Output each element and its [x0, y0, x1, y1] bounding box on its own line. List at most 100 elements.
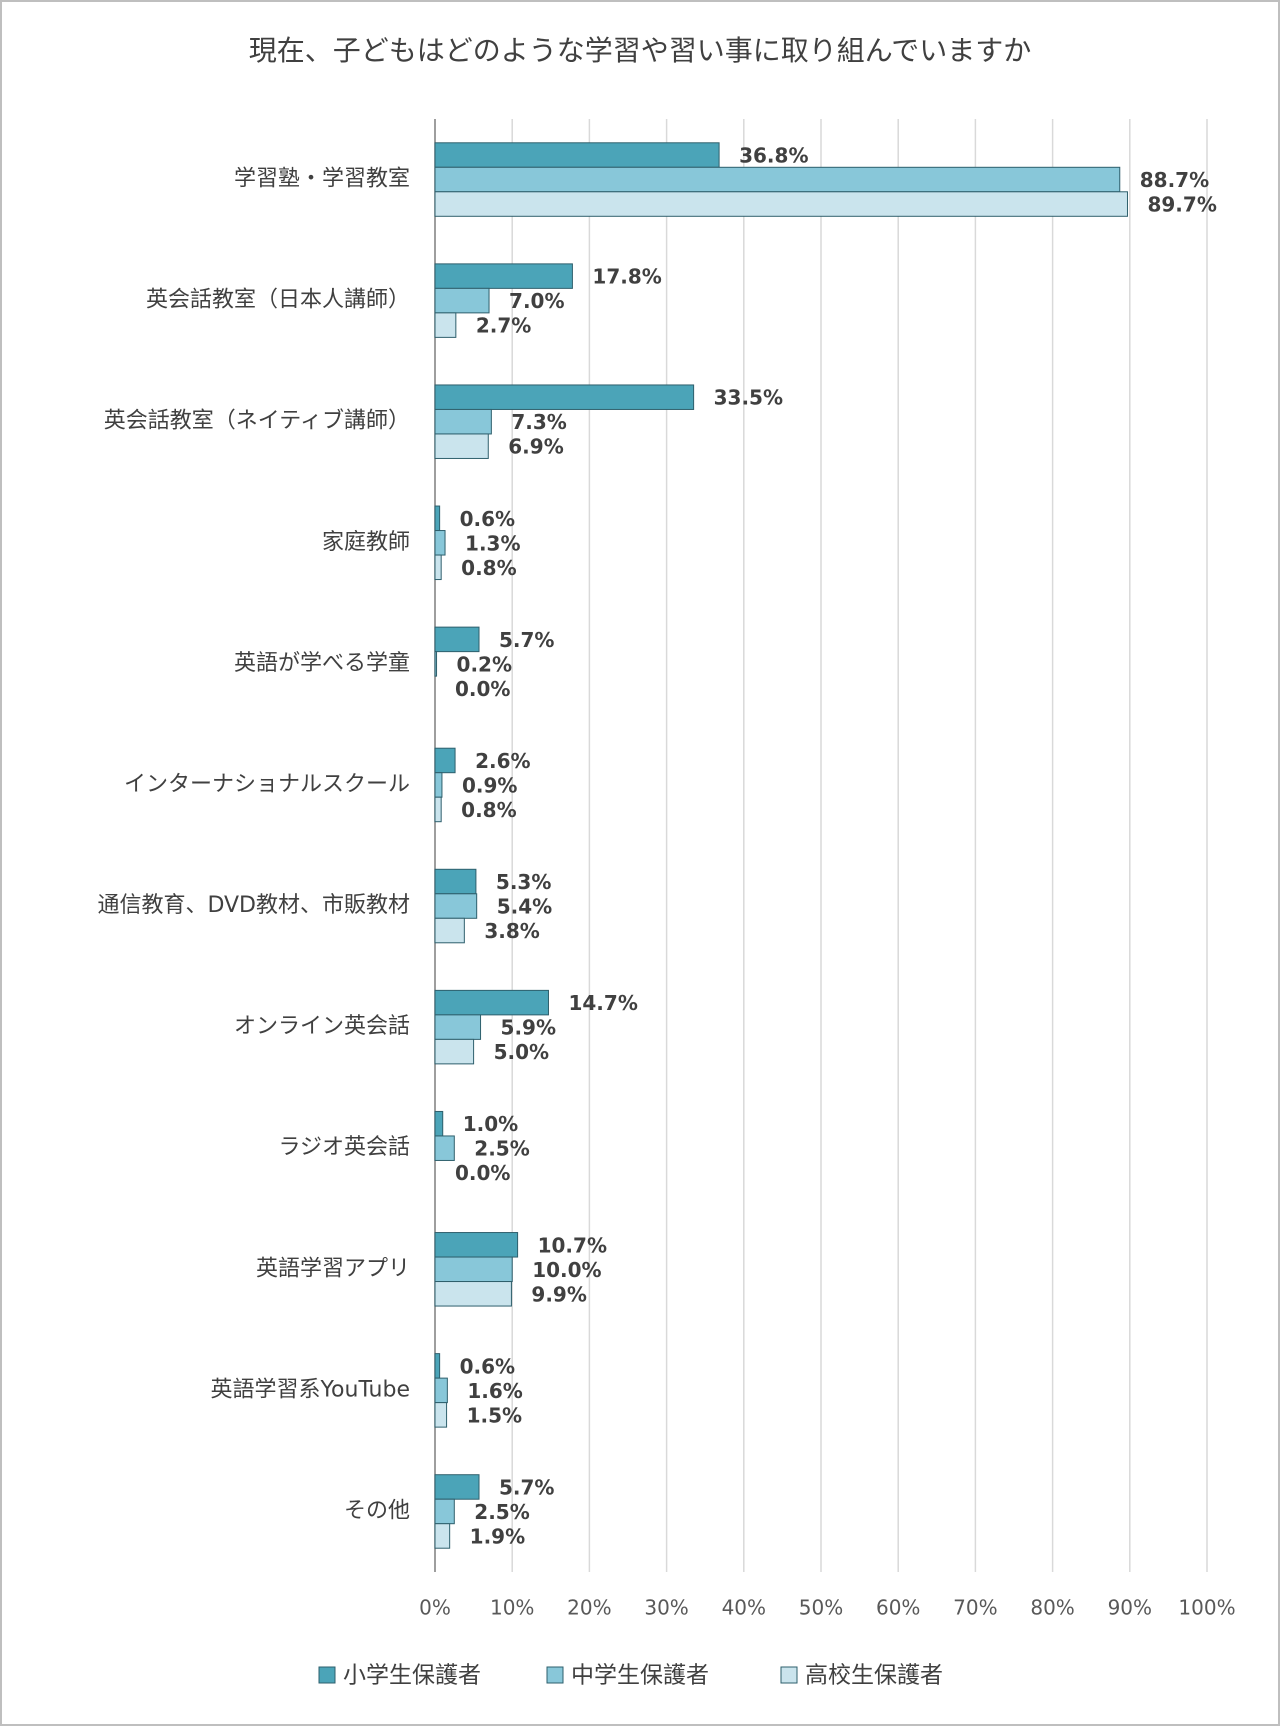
data-label: 2.5% [474, 1137, 529, 1161]
chart-title: 現在、子どもはどのような学習や習い事に取り組んでいますか [249, 34, 1032, 67]
data-label: 7.3% [511, 410, 566, 434]
bar [434, 408, 492, 435]
data-label: 0.2% [457, 652, 512, 676]
x-tick-label: 80% [1030, 1596, 1074, 1620]
data-label: 5.7% [499, 1475, 554, 1499]
category-label: 英会話教室（日本人講師） [146, 288, 410, 313]
bar [434, 166, 1121, 193]
x-tick-label: 20% [567, 1596, 611, 1620]
data-label: 0.6% [460, 507, 515, 531]
category-label: 英語学習系YouTube [211, 1377, 410, 1402]
data-label: 36.8% [739, 144, 808, 168]
bar [434, 1474, 480, 1500]
data-label: 6.9% [508, 435, 563, 459]
bar [434, 868, 477, 895]
category-label: 家庭教師 [322, 530, 410, 555]
data-label: 0.6% [460, 1354, 515, 1378]
legend-swatch [318, 1666, 336, 1684]
data-label: 17.8% [592, 265, 661, 289]
data-label: 5.3% [496, 870, 551, 894]
legend-label: 中学生保護者 [571, 1663, 709, 1689]
data-label: 89.7% [1147, 193, 1216, 217]
data-label: 2.5% [474, 1500, 529, 1524]
bar [434, 747, 456, 774]
data-label: 1.6% [467, 1379, 522, 1403]
data-label: 9.9% [531, 1282, 586, 1306]
bar [434, 1232, 519, 1258]
data-label: 5.0% [494, 1040, 549, 1064]
x-tick-label: 100% [1178, 1596, 1235, 1620]
data-label: 0.8% [461, 798, 516, 822]
bar [434, 1135, 455, 1161]
bar [434, 772, 443, 798]
data-label: 5.7% [499, 628, 554, 652]
data-label: 2.6% [475, 749, 530, 773]
category-label: インターナショナルスクール [124, 772, 410, 797]
category-label: 英語が学べる学童 [234, 651, 410, 676]
data-label: 1.3% [465, 531, 520, 555]
x-tick-label: 10% [490, 1596, 534, 1620]
data-label: 0.0% [455, 1161, 510, 1185]
bar [434, 917, 465, 944]
bar [434, 505, 441, 532]
legend-label: 小学生保護者 [343, 1663, 481, 1689]
data-label: 1.9% [470, 1524, 525, 1548]
bar [434, 1038, 475, 1065]
data-label: 1.0% [463, 1112, 518, 1136]
bar [434, 626, 480, 653]
bar [434, 263, 573, 289]
bar [434, 651, 438, 677]
data-label: 88.7% [1140, 168, 1209, 192]
data-label: 1.5% [467, 1403, 522, 1427]
category-label: 英会話教室（ネイティブ講師） [104, 409, 410, 434]
bar [434, 530, 446, 556]
bar [434, 1014, 482, 1040]
bar [434, 1256, 513, 1283]
data-label: 0.8% [461, 556, 516, 580]
data-label: 14.7% [568, 991, 637, 1015]
bar [434, 191, 1128, 217]
bar [434, 1402, 448, 1428]
category-label: 英語学習アプリ [256, 1256, 410, 1281]
data-label: 10.0% [532, 1258, 601, 1282]
bar [434, 1110, 444, 1137]
x-tick-label: 30% [644, 1596, 688, 1620]
legend-swatch [546, 1666, 564, 1684]
category-label: その他 [344, 1498, 410, 1523]
bar [434, 796, 442, 823]
data-label: 33.5% [714, 386, 783, 410]
bar [434, 1281, 512, 1307]
legend-swatch [780, 1666, 798, 1684]
bar [434, 312, 457, 338]
data-label: 5.9% [501, 1016, 556, 1040]
bar [434, 433, 489, 459]
bar [434, 287, 490, 314]
bar [434, 384, 695, 410]
bar [434, 1523, 451, 1549]
x-tick-label: 50% [799, 1596, 843, 1620]
bar [434, 1377, 448, 1404]
bar [434, 1353, 441, 1379]
bar [434, 142, 720, 168]
data-label: 7.0% [509, 289, 564, 313]
data-label: 2.7% [476, 314, 531, 338]
bar [434, 554, 442, 581]
x-tick-label: 90% [1108, 1596, 1152, 1620]
x-tick-label: 60% [876, 1596, 920, 1620]
bar [434, 893, 478, 919]
category-label: 学習塾・学習教室 [234, 167, 410, 192]
x-tick-label: 70% [953, 1596, 997, 1620]
legend-label: 高校生保護者 [805, 1663, 943, 1689]
bar [434, 1498, 455, 1525]
category-label: オンライン英会話 [234, 1014, 410, 1039]
data-label: 5.4% [497, 895, 552, 919]
x-tick-label: 0% [419, 1596, 451, 1620]
data-label: 0.0% [455, 677, 510, 701]
bar [434, 989, 549, 1016]
category-label: ラジオ英会話 [278, 1135, 410, 1160]
data-label: 0.9% [462, 773, 517, 797]
data-label: 3.8% [484, 919, 539, 943]
data-label: 10.7% [538, 1233, 607, 1257]
